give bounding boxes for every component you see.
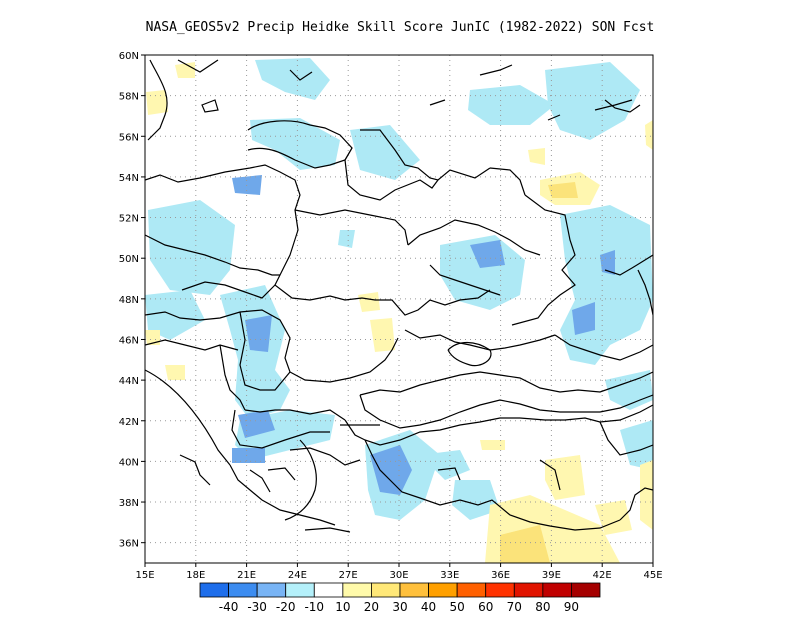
map-title: NASA_GEOS5v2 Precip Heidke Skill Score J… (145, 20, 655, 35)
colorbar-swatch (199, 582, 229, 598)
colorbar-label: -30 (247, 600, 267, 614)
colorbar-swatch (313, 582, 344, 598)
colorbar-swatch (399, 582, 429, 598)
colorbar-swatch (228, 582, 258, 598)
colorbar-label: -10 (304, 600, 324, 614)
lat-tick-label: 54N (119, 173, 139, 184)
positive-skill-medium-regions (500, 182, 578, 563)
colorbar-label: 80 (535, 600, 550, 614)
colorbar-swatch (256, 582, 287, 598)
latitude-axis: 36N 38N 40N 42N 44N 46N 48N 50N 52N 54N 56N 58N 60N (119, 51, 145, 550)
colorbar: -40 -30 -20 -10 10 20 30 40 50 60 70 80 90 (199, 582, 601, 614)
longitude-axis: 15E 18E 21E 24E 27E 30E 33E 36E 39E 42E 45E (135, 563, 663, 581)
negative-skill-medium-regions (232, 175, 615, 495)
colorbar-label: -40 (219, 600, 239, 614)
lat-tick-label: 44N (119, 376, 139, 387)
lat-tick-label: 48N (119, 295, 139, 306)
colorbar-label: 40 (421, 600, 436, 614)
colorbar-swatch (342, 582, 372, 598)
lon-tick-label: 45E (643, 570, 662, 581)
colorbar-swatch (571, 582, 601, 598)
lon-tick-label: 42E (593, 570, 612, 581)
colorbar-label: -20 (276, 600, 296, 614)
colorbar-label: 30 (392, 600, 407, 614)
lon-tick-label: 21E (237, 570, 256, 581)
lon-tick-label: 18E (186, 570, 205, 581)
negative-skill-light-regions (145, 58, 653, 520)
lat-tick-label: 38N (119, 498, 139, 509)
colorbar-swatch (371, 582, 401, 598)
lon-tick-label: 36E (491, 570, 510, 581)
lon-tick-label: 30E (389, 570, 408, 581)
colorbar-swatch (428, 582, 458, 598)
lon-tick-label: 33E (440, 570, 459, 581)
colorbar-label: 50 (450, 600, 465, 614)
lon-tick-label: 15E (135, 570, 154, 581)
colorbar-label: 90 (564, 600, 579, 614)
lat-tick-label: 46N (119, 335, 139, 346)
colorbar-label: 70 (507, 600, 522, 614)
lon-tick-label: 27E (339, 570, 358, 581)
lat-tick-label: 42N (119, 417, 139, 428)
skill-score-shading (145, 58, 653, 563)
lon-tick-label: 24E (288, 570, 307, 581)
lat-tick-label: 50N (119, 254, 139, 265)
colorbar-label: 20 (364, 600, 379, 614)
colorbar-swatch (485, 582, 515, 598)
colorbar-swatch (285, 582, 315, 598)
colorbar-swatch (542, 582, 572, 598)
lat-tick-label: 58N (119, 92, 139, 103)
lat-tick-label: 36N (119, 539, 139, 550)
lat-tick-label: 40N (119, 457, 139, 468)
colorbar-swatch (513, 582, 544, 598)
colorbar-swatch (456, 582, 487, 598)
lat-tick-label: 52N (119, 214, 139, 225)
lat-tick-label: 60N (119, 51, 139, 62)
lon-tick-label: 39E (542, 570, 561, 581)
country-boundaries (145, 59, 653, 533)
colorbar-label: 60 (478, 600, 493, 614)
lat-tick-label: 56N (119, 132, 139, 143)
colorbar-label: 10 (335, 600, 350, 614)
